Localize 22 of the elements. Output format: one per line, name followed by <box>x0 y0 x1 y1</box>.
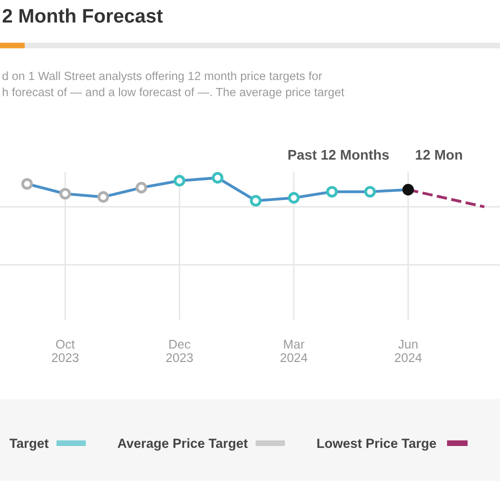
point <box>59 188 71 200</box>
point <box>364 186 376 198</box>
point <box>174 174 186 186</box>
point <box>97 191 110 203</box>
x-tick-label: Mar 2024 <box>280 340 308 362</box>
chart-subtitle: d on 1 Wall Street analysts offering 12 month price targets for h forecast of — and a low forecast of —. The average price target <box>2 71 344 99</box>
point <box>402 184 414 196</box>
point <box>136 182 148 194</box>
point <box>212 172 224 184</box>
x-tick-label: Dec 2023 <box>166 340 193 362</box>
text: 12 Mon <box>416 150 462 160</box>
text: Past 12 Months <box>288 150 389 160</box>
point <box>288 192 300 204</box>
point <box>250 194 262 207</box>
chart-title: 2 Month Forecast <box>2 8 163 23</box>
legend-label: Target <box>10 438 49 451</box>
x-tick-label: Jun 2024 <box>394 340 422 362</box>
point <box>21 178 33 190</box>
point <box>326 186 338 198</box>
x-tick-label: Oct 2023 <box>52 340 79 362</box>
legend-label: Lowest Price Targe <box>317 438 436 451</box>
legend-label: Average Price Target <box>118 438 248 451</box>
